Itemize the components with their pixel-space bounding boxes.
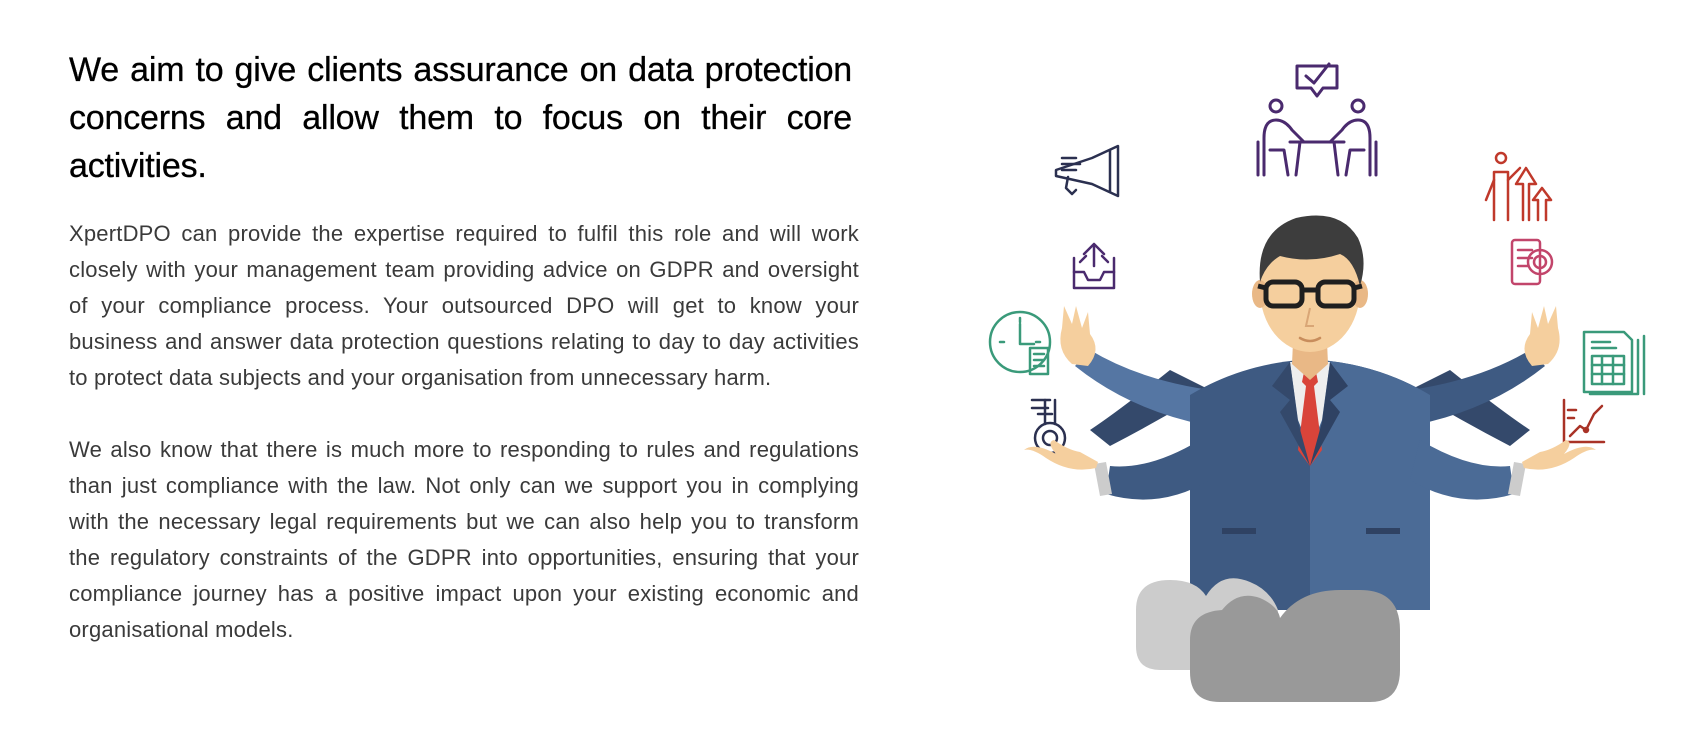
businessman-figure: [1024, 215, 1596, 610]
inbox-upload-icon: [1072, 242, 1116, 290]
content-column: We aim to give clients assurance on data…: [69, 46, 859, 648]
page-heading: We aim to give clients assurance on data…: [69, 51, 853, 185]
second-paragraph: We also know that there is much more to …: [69, 437, 859, 642]
glasses: [1257, 279, 1363, 309]
line-chart-icon: [1562, 398, 1606, 444]
spreadsheet-icon: [1582, 330, 1646, 396]
clock-document-icon: [988, 310, 1052, 376]
intro-paragraph: XpertDPO can provide the expertise requi…: [69, 221, 859, 390]
mobile-finance-icon: [1510, 238, 1554, 286]
clouds: [1136, 578, 1400, 702]
megaphone-icon: [1054, 144, 1120, 198]
dpo-illustration: [960, 50, 1660, 720]
meeting-checkmark-icon: [1256, 62, 1378, 177]
presenter-growth-icon: [1484, 151, 1553, 222]
